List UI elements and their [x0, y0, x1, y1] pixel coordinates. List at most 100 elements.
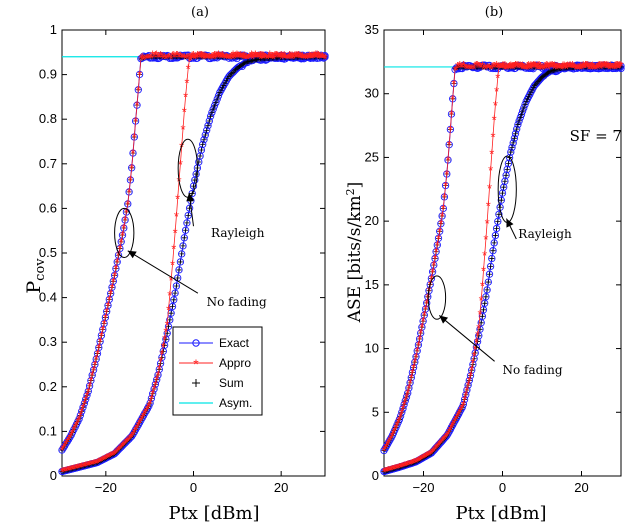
panel-a-ytick-label: 0.5 — [39, 245, 57, 260]
panel-b-xtick-label: −20 — [412, 480, 434, 495]
panel-b-sum-marker — [503, 172, 509, 178]
panel-a-exact-marker — [63, 437, 71, 446]
panel-a-sum-marker — [179, 251, 185, 257]
panel-a-exact-marker — [76, 411, 85, 419]
panel-a-exact-marker — [89, 366, 98, 374]
panel-a-exact-marker — [164, 322, 173, 331]
panel-a-exact-marker — [125, 435, 133, 443]
panel-a-exact-marker — [150, 385, 158, 393]
panel-a-appro-marker: * — [130, 146, 135, 161]
panel-a-sum-marker — [193, 171, 199, 177]
panel-a-ytick-label: 0.9 — [39, 67, 57, 82]
panel-a-exact-marker — [205, 117, 213, 125]
panel-b-appro-marker: * — [482, 248, 487, 263]
panel-a-appro-marker: * — [129, 161, 134, 176]
panel-b-sum-marker — [495, 218, 501, 224]
panel-b-appro-line — [383, 66, 621, 451]
panel-a-annotation-text: No fading — [207, 295, 267, 309]
panel-b-exact-line — [383, 66, 621, 451]
panel-a-appro-marker: * — [170, 258, 175, 273]
panel-a-exact-marker — [179, 242, 187, 250]
panel-b-sum-marker — [502, 178, 508, 184]
panel-a-exact-marker — [118, 442, 127, 450]
panel-a-exact-marker — [92, 355, 100, 363]
panel-a-exact-marker — [79, 403, 87, 411]
panel-a-exact-marker — [116, 444, 124, 452]
panel-b-appro-marker: * — [490, 130, 495, 145]
panel-a-appro-marker: * — [166, 303, 171, 318]
panel-a-exact-marker — [82, 395, 90, 403]
panel-a-xtick-label: 20 — [274, 480, 288, 495]
panel-a-exact-marker — [88, 371, 96, 379]
panel-a-exact-marker — [151, 380, 160, 388]
panel-a-ytick-label: 0.2 — [39, 379, 57, 394]
panel-b-appro-marker: * — [489, 146, 494, 161]
panel-b-ylabel-main: ASE [bits/s/km — [345, 195, 365, 323]
panel-b-appro-marker: * — [483, 232, 488, 247]
panel-b-appro-marker: * — [487, 181, 492, 196]
panel-b-appro-marker: * — [445, 153, 450, 168]
panel-a-exact-marker — [118, 231, 127, 239]
panel-a-sum-marker — [173, 283, 179, 289]
panel-a-exact-marker — [203, 126, 211, 134]
panel-a-exact-marker — [117, 443, 125, 451]
panel-b-ytick-label: 10 — [365, 341, 379, 356]
panel-a-exact-marker — [184, 211, 192, 220]
panel-b-annotation-text: SF = 7 — [570, 127, 622, 145]
panel-a-exact-marker — [110, 271, 119, 279]
panel-b-ylabel-tail: ] — [345, 182, 365, 189]
panel-a-exact-marker — [180, 234, 188, 242]
panel-a-exact-marker — [225, 72, 233, 81]
panel-b-appro-marker: * — [618, 59, 623, 74]
panel-a-ytick-label: 0.4 — [39, 290, 57, 305]
panel-a-ytick-label: 0.7 — [39, 156, 57, 171]
panel-b-ytick-label: 0 — [372, 468, 379, 483]
panel-a-ylabel: Pcov — [23, 258, 48, 294]
panel-b-appro-marker: * — [488, 163, 493, 178]
panel-a-exact-marker — [183, 219, 191, 227]
panel-a-annotation-text: Rayleigh — [211, 226, 265, 240]
panel-a-appro-marker: * — [174, 209, 179, 224]
panel-a-exact-marker — [113, 258, 121, 266]
panel-a-exact-marker — [128, 432, 136, 440]
panel-a-sum-marker — [176, 267, 182, 273]
panel-a-annotation-arrow — [127, 250, 199, 294]
panel-b-appro-marker: * — [477, 307, 482, 322]
panel-a-ytick-label: 0.6 — [39, 200, 57, 215]
panel-a-chart: (a) Ptx [dBm] Pcov −20 0 20 0 0.1 0.2 0.3 0.4 0.… — [23, 5, 329, 524]
panel-b-sum-marker — [483, 294, 489, 300]
panel-a-sum-marker — [185, 213, 191, 219]
panel-b-appro-marker: * — [444, 167, 449, 182]
panel-b-sum-marker — [500, 190, 505, 196]
panel-b-appro-marker: * — [494, 84, 499, 99]
panel-a-appro-marker: * — [136, 83, 141, 98]
legend: Exact * Appro Sum Asym. — [172, 326, 263, 416]
legend-appro-marker: * — [193, 356, 199, 372]
panel-a-exact-marker — [235, 62, 244, 71]
panel-b-appro-marker: * — [476, 321, 481, 336]
panel-a-exact-marker — [199, 140, 207, 149]
panel-a-exact-marker — [124, 436, 132, 444]
panel-a-appro-marker: * — [132, 130, 137, 145]
panel-a-appro-marker: * — [171, 242, 176, 257]
panel-a-exact-marker — [229, 68, 237, 77]
panel-a-xtick-label: −20 — [95, 480, 117, 495]
panel-b-ytick-label: 30 — [365, 86, 379, 101]
panel-a-sum-marker — [181, 235, 187, 241]
panel-a-exact-marker — [204, 122, 212, 130]
panel-b-sum-marker — [484, 287, 490, 293]
panel-b-ylabel-sup: 2 — [344, 188, 357, 195]
panel-b-sum-marker — [491, 240, 497, 246]
panel-a-exact-marker — [168, 302, 177, 311]
panel-a-exact-marker — [201, 131, 209, 139]
panel-b-xlabel: Ptx [dBm] — [455, 503, 546, 524]
panel-b-ytick-label: 5 — [372, 404, 379, 419]
panel-a-exact-marker — [230, 67, 238, 75]
panel-a-exact-marker — [112, 264, 120, 273]
panel-a-exact-marker — [83, 391, 91, 399]
panel-b-annotation-text: Rayleigh — [518, 227, 572, 241]
panel-b-appro-marker: * — [479, 293, 484, 308]
panel-b-ytick-label: 35 — [365, 22, 379, 37]
panel-a-appro-marker: * — [165, 317, 170, 332]
